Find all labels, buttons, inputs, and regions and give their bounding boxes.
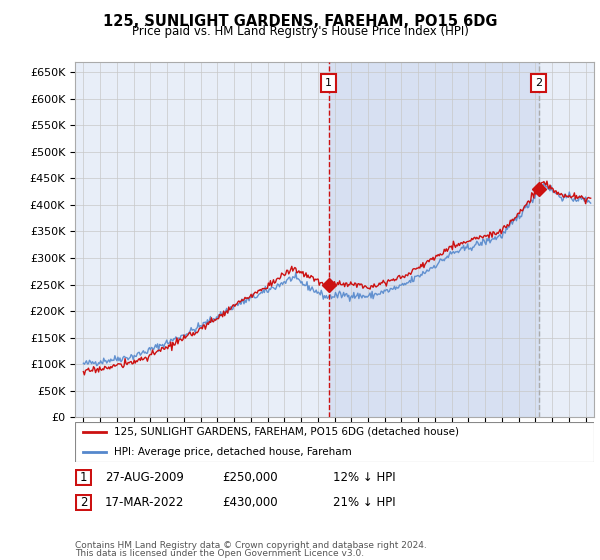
Text: £430,000: £430,000 (222, 496, 278, 509)
FancyBboxPatch shape (76, 495, 91, 510)
Text: Price paid vs. HM Land Registry's House Price Index (HPI): Price paid vs. HM Land Registry's House … (131, 25, 469, 39)
Text: 27-AUG-2009: 27-AUG-2009 (105, 470, 184, 484)
FancyBboxPatch shape (75, 422, 594, 462)
Text: 2: 2 (535, 78, 542, 88)
Text: 21% ↓ HPI: 21% ↓ HPI (333, 496, 395, 509)
Text: 125, SUNLIGHT GARDENS, FAREHAM, PO15 6DG (detached house): 125, SUNLIGHT GARDENS, FAREHAM, PO15 6DG… (114, 427, 459, 437)
Text: 12% ↓ HPI: 12% ↓ HPI (333, 470, 395, 484)
Text: This data is licensed under the Open Government Licence v3.0.: This data is licensed under the Open Gov… (75, 549, 364, 558)
Text: 1: 1 (80, 470, 87, 484)
Text: 2: 2 (80, 496, 87, 509)
Text: 17-MAR-2022: 17-MAR-2022 (105, 496, 184, 509)
Text: 125, SUNLIGHT GARDENS, FAREHAM, PO15 6DG: 125, SUNLIGHT GARDENS, FAREHAM, PO15 6DG (103, 14, 497, 29)
Bar (329, 62, 539, 417)
FancyBboxPatch shape (76, 469, 91, 484)
Text: HPI: Average price, detached house, Fareham: HPI: Average price, detached house, Fare… (114, 447, 352, 457)
Text: 1: 1 (325, 78, 332, 88)
Text: £250,000: £250,000 (222, 470, 278, 484)
Text: Contains HM Land Registry data © Crown copyright and database right 2024.: Contains HM Land Registry data © Crown c… (75, 541, 427, 550)
